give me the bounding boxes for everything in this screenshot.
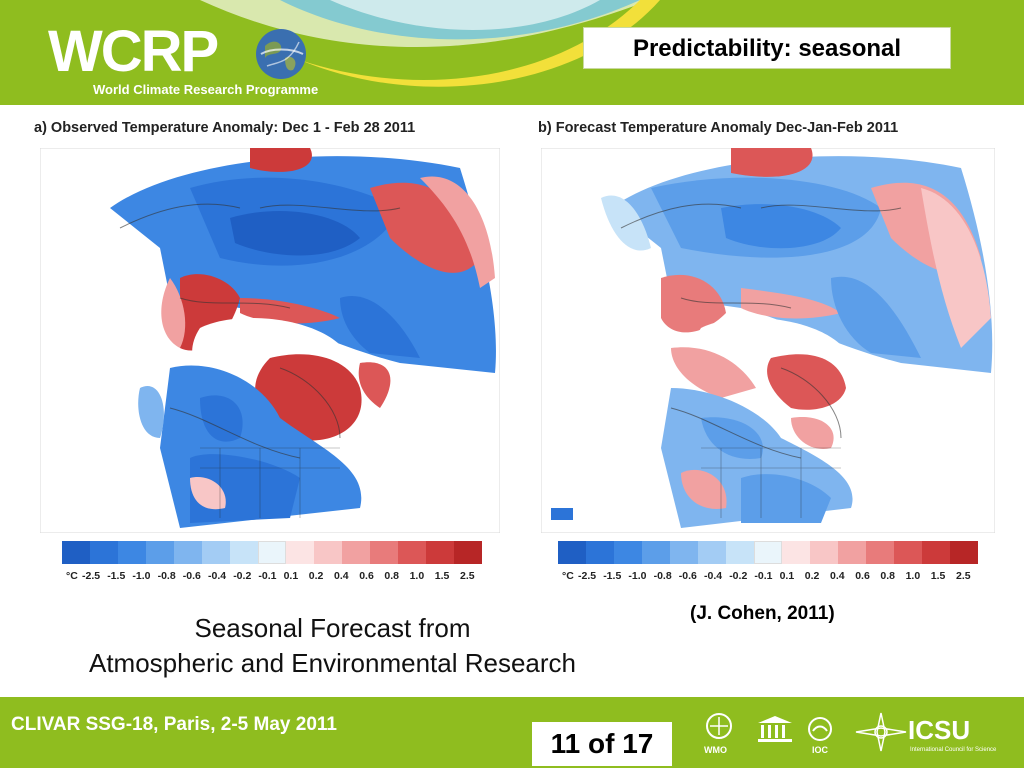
colorbar-tick-label: 0.8 [880, 570, 895, 582]
colorbar-swatch [90, 541, 118, 564]
colorbar-swatch [118, 541, 146, 564]
colorbar-tick-label: 1.0 [905, 570, 921, 582]
colorbar-swatch [558, 541, 586, 564]
colorbar-tick-label: -0.2 [729, 570, 748, 582]
ioc-label: IOC [812, 745, 829, 755]
colorbar-tick-label: 0.8 [384, 570, 399, 582]
panel-observed: a) Observed Temperature Anomaly: Dec 1 -… [34, 120, 504, 136]
colorbar-swatch [642, 541, 670, 564]
aer-logo-icon [551, 508, 573, 520]
colorbar-tick-label: 2.5 [460, 570, 475, 582]
colorbar-swatch [810, 541, 838, 564]
wcrp-subtitle: World Climate Research Programme [93, 82, 319, 97]
colorbar-tick-label: 1.5 [930, 570, 946, 582]
colorbar-tick-label: -0.6 [182, 570, 201, 582]
colorbar-tick-label: -1.0 [132, 570, 151, 582]
colorbar-swatch [922, 541, 950, 564]
panel-b-title: b) Forecast Temperature Anomaly Dec-Jan-… [538, 120, 899, 136]
colorbar-swatch [146, 541, 174, 564]
colorbar-swatch [174, 541, 202, 564]
colorbar-swatch [782, 541, 810, 564]
unesco-temple-icon [758, 716, 792, 742]
slide-title: Predictability: seasonal [632, 35, 902, 62]
colorbar-swatch [698, 541, 726, 564]
colorbar-tick-label: -0.8 [653, 570, 672, 582]
colorbar-swatch [614, 541, 642, 564]
colorbar-tick-label: -0.8 [157, 570, 176, 582]
colorbar-swatch [398, 541, 426, 564]
colorbar-swatch [202, 541, 230, 564]
icsu-label: ICSU [908, 715, 971, 745]
colorbar-swatch [230, 541, 258, 564]
colorbar-tick-label: -2.5 [578, 570, 597, 582]
colorbar-swatch [258, 541, 286, 564]
colorbar-tick-label: 0.2 [308, 570, 324, 582]
globe-icon [256, 29, 306, 79]
colorbar-tick-label: 0.1 [283, 570, 299, 582]
citation: (J. Cohen, 2011) [690, 603, 835, 624]
colorbar-tick-label: -1.5 [107, 570, 126, 582]
colorbar-tick-label: 0.2 [804, 570, 820, 582]
page-number-box: 11 of 17 [532, 722, 672, 766]
wmo-logo-icon [706, 713, 732, 739]
colorbar-swatch [586, 541, 614, 564]
footer-bar: CLIVAR SSG-18, Paris, 2-5 May 2011 [0, 697, 1024, 768]
caption-line-2: Atmospheric and Environmental Research [88, 648, 577, 678]
colorbar-tick-label: 0.4 [334, 570, 349, 582]
wmo-label: WMO [704, 745, 727, 755]
colorbar-tick-label: -0.1 [754, 570, 773, 582]
colorbar-tick-label: -0.4 [208, 570, 227, 582]
icsu-compass-icon [855, 712, 907, 752]
colorbar-tick-label: 1.5 [434, 570, 450, 582]
colorbar-swatch [726, 541, 754, 564]
colorbar-tick-label: 2.5 [956, 570, 971, 582]
colorbar-swatch [62, 541, 90, 564]
colorbar-swatch [838, 541, 866, 564]
forecast-colorbar [558, 541, 978, 564]
colorbar-swatch [286, 541, 314, 564]
colorbar-tick-label: -1.5 [603, 570, 622, 582]
colorbar-tick-label: 0.6 [855, 570, 870, 582]
caption-line-1: Seasonal Forecast from [194, 613, 471, 643]
colorbar-tick-label: 0.6 [359, 570, 374, 582]
colorbar-swatch [894, 541, 922, 564]
colorbar-swatch [426, 541, 454, 564]
observed-anomaly-map [40, 148, 500, 533]
colorbar-tick-label: -0.2 [233, 570, 252, 582]
panel-forecast: b) Forecast Temperature Anomaly Dec-Jan-… [538, 120, 1008, 136]
colorbar-unit: °C [562, 570, 574, 582]
observed-colorbar-ticks: °C -2.5 -1.5 -1.0 -0.8 -0.6 -0.4 -0.2 -0.1 0.1 0.… [66, 570, 486, 584]
colorbar-swatch [454, 541, 482, 564]
wcrp-logo: WCRP [48, 19, 219, 84]
colorbar-swatch [314, 541, 342, 564]
forecast-colorbar-ticks: °C -2.5 -1.5 -1.0 -0.8 -0.6 -0.4 -0.2 -0.1 0.1 0.… [562, 570, 982, 584]
icsu-sublabel: International Council for Science [910, 747, 997, 753]
slide-title-box: Predictability: seasonal [583, 27, 951, 69]
colorbar-tick-label: -0.1 [258, 570, 277, 582]
colorbar-tick-label: -0.6 [678, 570, 697, 582]
colorbar-tick-label: -1.0 [628, 570, 647, 582]
colorbar-tick-label: -2.5 [82, 570, 101, 582]
colorbar-unit: °C [66, 570, 78, 582]
ioc-logo-icon [808, 717, 832, 741]
colorbar-swatch [670, 541, 698, 564]
colorbar-swatch [866, 541, 894, 564]
colorbar-swatch [370, 541, 398, 564]
colorbar-swatch [754, 541, 782, 564]
colorbar-tick-label: 0.4 [830, 570, 845, 582]
observed-colorbar [62, 541, 482, 564]
panel-a-title: a) Observed Temperature Anomaly: Dec 1 -… [34, 120, 416, 136]
page-number: 11 of 17 [550, 728, 654, 759]
meeting-info: CLIVAR SSG-18, Paris, 2-5 May 2011 [11, 714, 337, 735]
colorbar-tick-label: -0.4 [704, 570, 723, 582]
header-bar: WCRP World Climate Research Programme Pr… [0, 0, 1024, 105]
partner-logos: WMO IOC ICSU International Council for S… [696, 705, 1024, 765]
colorbar-tick-label: 1.0 [409, 570, 425, 582]
colorbar-swatch [950, 541, 978, 564]
colorbar-tick-label: 0.1 [779, 570, 795, 582]
colorbar-swatch [342, 541, 370, 564]
forecast-anomaly-map [541, 148, 995, 533]
